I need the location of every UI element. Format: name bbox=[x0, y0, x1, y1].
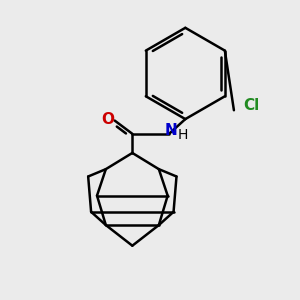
Text: H: H bbox=[178, 128, 188, 142]
Text: O: O bbox=[101, 112, 114, 127]
Text: N: N bbox=[164, 123, 177, 138]
Text: Cl: Cl bbox=[243, 98, 259, 113]
